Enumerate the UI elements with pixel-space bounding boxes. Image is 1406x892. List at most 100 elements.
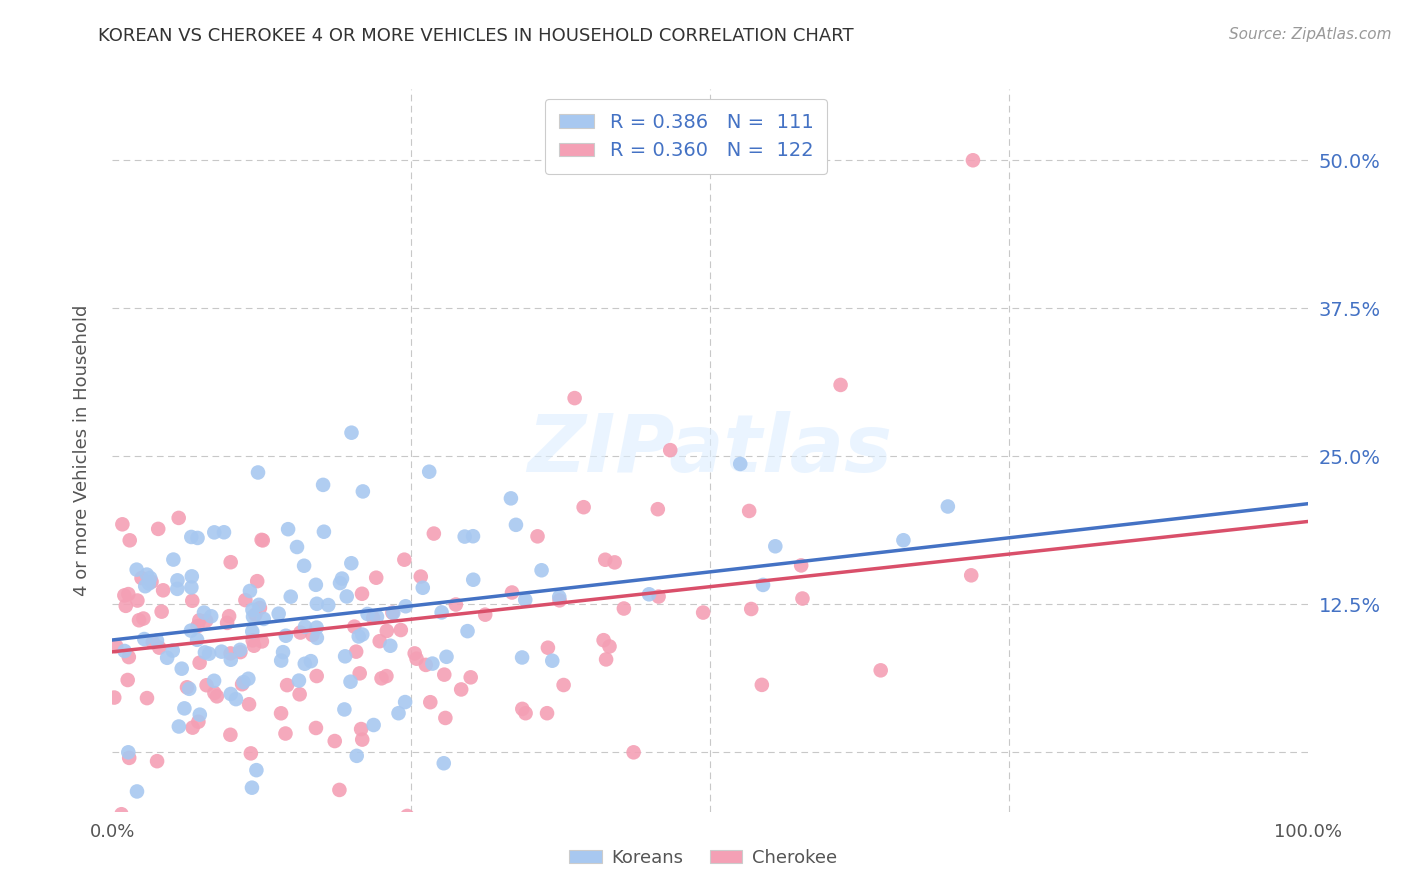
Point xyxy=(176,681,198,695)
Point xyxy=(202,525,225,540)
Point xyxy=(305,578,328,592)
Point xyxy=(356,607,378,621)
Point xyxy=(180,581,202,595)
Point xyxy=(166,574,188,588)
Point xyxy=(219,555,242,569)
Point xyxy=(541,654,564,668)
Point xyxy=(242,603,264,617)
Point xyxy=(141,574,163,589)
Point xyxy=(418,465,440,479)
Point xyxy=(271,645,294,659)
Point xyxy=(419,695,441,709)
Point xyxy=(270,654,292,668)
Point xyxy=(148,522,170,536)
Point xyxy=(134,579,156,593)
Point xyxy=(461,529,484,543)
Point xyxy=(312,524,335,539)
Point xyxy=(187,714,209,729)
Point xyxy=(229,645,252,659)
Point xyxy=(323,734,346,748)
Point xyxy=(204,686,226,700)
Point xyxy=(363,718,385,732)
Point xyxy=(330,572,353,586)
Point xyxy=(238,698,260,712)
Point xyxy=(148,640,170,655)
Point xyxy=(117,745,139,759)
Point xyxy=(181,721,204,735)
Point xyxy=(548,590,571,604)
Point xyxy=(457,624,479,639)
Point xyxy=(188,707,211,722)
Point xyxy=(219,653,242,667)
Point xyxy=(238,672,260,686)
Point xyxy=(211,645,233,659)
Point xyxy=(127,593,149,607)
Point xyxy=(382,606,405,620)
Point xyxy=(240,780,263,795)
Point xyxy=(181,593,204,607)
Point xyxy=(246,574,269,589)
Point xyxy=(170,662,193,676)
Point xyxy=(245,607,267,622)
Point xyxy=(105,640,128,654)
Point xyxy=(962,153,984,168)
Point xyxy=(381,606,404,620)
Point xyxy=(292,558,315,573)
Point xyxy=(346,748,368,763)
Point xyxy=(225,692,247,706)
Point xyxy=(572,500,595,515)
Point xyxy=(728,457,751,471)
Point xyxy=(167,511,190,525)
Point xyxy=(333,702,356,716)
Point xyxy=(349,666,371,681)
Point xyxy=(135,567,157,582)
Point xyxy=(344,645,367,659)
Point xyxy=(245,763,267,777)
Point xyxy=(352,627,374,641)
Point xyxy=(792,591,814,606)
Point xyxy=(219,647,242,661)
Point xyxy=(180,624,202,638)
Point xyxy=(150,605,173,619)
Point xyxy=(751,678,773,692)
Text: KOREAN VS CHEROKEE 4 OR MORE VEHICLES IN HOUSEHOLD CORRELATION CHART: KOREAN VS CHEROKEE 4 OR MORE VEHICLES IN… xyxy=(98,27,853,45)
Point xyxy=(277,522,299,536)
Point xyxy=(146,754,169,768)
Point xyxy=(212,525,235,540)
Point xyxy=(267,607,290,621)
Point xyxy=(288,687,311,701)
Point xyxy=(112,589,135,603)
Point xyxy=(294,620,316,634)
Point xyxy=(239,584,262,599)
Point xyxy=(111,517,134,532)
Y-axis label: 4 or more Vehicles in Household: 4 or more Vehicles in Household xyxy=(73,305,91,596)
Point xyxy=(505,517,527,532)
Point xyxy=(592,633,614,648)
Point xyxy=(217,615,239,630)
Point xyxy=(339,674,361,689)
Point xyxy=(242,609,264,624)
Point xyxy=(444,598,467,612)
Point xyxy=(186,531,208,545)
Point xyxy=(194,645,217,659)
Point xyxy=(243,639,266,653)
Point xyxy=(299,654,322,668)
Point xyxy=(253,612,276,626)
Point xyxy=(544,815,567,830)
Point xyxy=(270,706,292,721)
Point xyxy=(188,656,211,670)
Point xyxy=(188,613,211,627)
Point xyxy=(195,614,218,628)
Point xyxy=(252,533,274,548)
Point xyxy=(536,706,558,721)
Point xyxy=(274,629,297,643)
Point xyxy=(368,634,391,648)
Legend: R = 0.386   N =  111, R = 0.360   N =  122: R = 0.386 N = 111, R = 0.360 N = 122 xyxy=(546,99,827,174)
Point xyxy=(195,678,218,692)
Point xyxy=(110,807,132,822)
Point xyxy=(162,643,184,657)
Point xyxy=(430,606,453,620)
Point xyxy=(387,706,409,721)
Point xyxy=(239,747,262,761)
Point xyxy=(202,673,225,688)
